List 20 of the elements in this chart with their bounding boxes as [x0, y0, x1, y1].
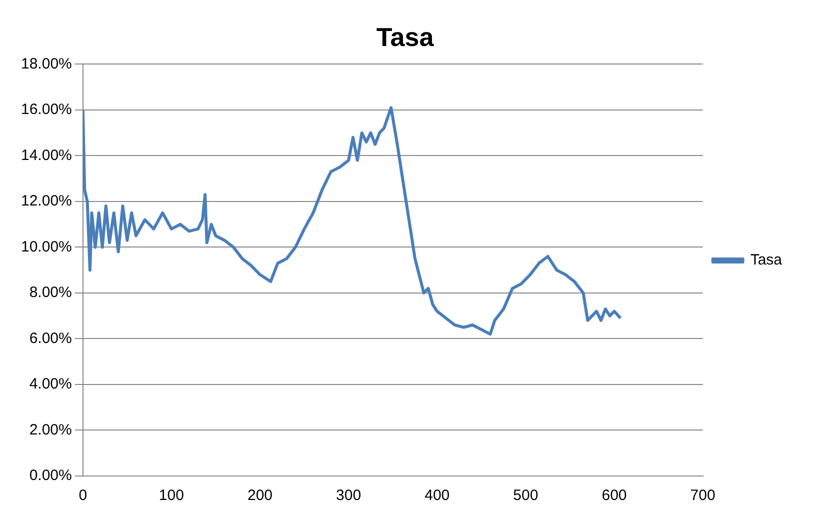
y-tick-label: 6.00%	[29, 330, 72, 347]
x-tick-label: 300	[336, 487, 362, 504]
chart-title: Tasa	[376, 22, 434, 52]
x-tick-label: 400	[424, 487, 450, 504]
x-tick-label: 0	[78, 487, 88, 504]
y-tick-label: 12.00%	[21, 192, 72, 210]
x-tick-label: 200	[247, 487, 273, 504]
x-tick-label: 700	[690, 487, 716, 504]
y-tick-label: 16.00%	[21, 101, 72, 118]
y-tick-label: 18.00%	[21, 55, 72, 72]
x-tick-label: 100	[158, 487, 184, 504]
y-tick-label: 14.00%	[21, 146, 72, 164]
y-tick-label: 0.00%	[29, 467, 72, 484]
x-tick-label: 500	[513, 487, 538, 504]
y-tick-label: 8.00%	[29, 284, 72, 302]
y-tick-label: 10.00%	[21, 238, 72, 256]
y-tick-label: 2.00%	[29, 421, 72, 438]
legend-label: Tasa	[750, 252, 783, 269]
y-tick-label: 4.00%	[29, 376, 72, 393]
x-tick-label: 600	[602, 487, 627, 504]
